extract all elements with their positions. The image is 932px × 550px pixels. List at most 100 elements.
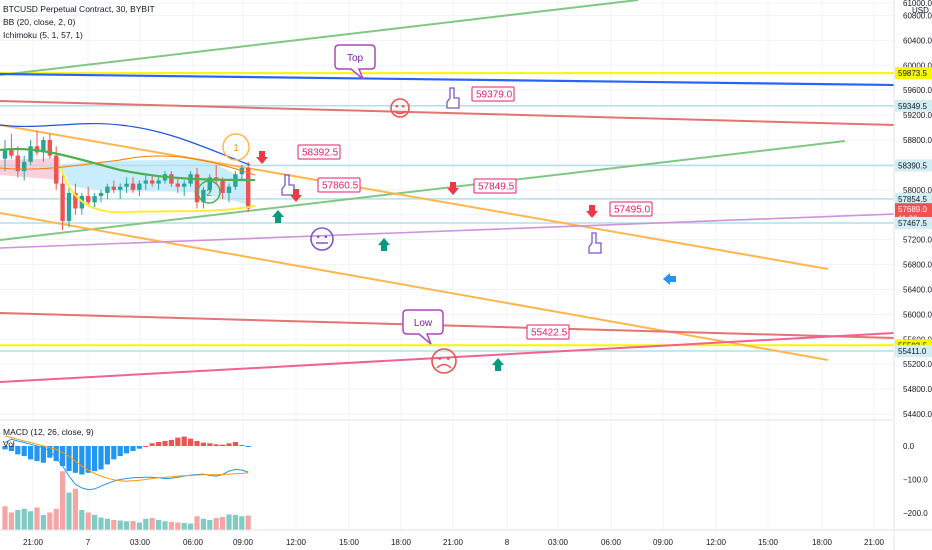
trend-line[interactable] xyxy=(0,212,829,361)
candle-body xyxy=(207,177,212,190)
annotation-box[interactable] xyxy=(609,201,653,217)
macd-histogram-bar xyxy=(47,446,53,458)
trend-line[interactable] xyxy=(0,140,846,241)
volume-bar xyxy=(28,511,34,530)
trend-line[interactable] xyxy=(0,0,639,76)
volume-bar xyxy=(213,518,219,530)
annotation-label: 57849.5 xyxy=(478,182,515,193)
candle-body xyxy=(201,189,206,203)
volume-bar xyxy=(149,518,155,530)
volume-bar xyxy=(60,471,66,530)
arrow-up-icon[interactable] xyxy=(272,210,284,223)
y-tick-label: 56400.0 xyxy=(903,285,932,294)
price-tag xyxy=(895,192,932,205)
volume-bar xyxy=(104,518,110,530)
arrow-left-icon[interactable] xyxy=(663,273,676,285)
macd-histogram-bar xyxy=(92,446,98,472)
macd-histogram-bar xyxy=(72,446,78,473)
x-tick-label: 03:00 xyxy=(548,538,569,547)
annotation-box[interactable] xyxy=(297,144,341,160)
annotation-box[interactable] xyxy=(317,177,361,193)
annotation-label: 59379.0 xyxy=(476,90,513,101)
candle-body xyxy=(124,183,129,187)
macd-histogram-bar xyxy=(28,446,34,460)
trend-line[interactable] xyxy=(0,332,895,383)
volume-bar xyxy=(111,520,117,530)
signal-line xyxy=(4,435,249,482)
price-tag-label: 59873.5 xyxy=(898,69,927,78)
macd-y-tick-label: 0.0 xyxy=(903,442,915,451)
macd-histogram-bar xyxy=(111,446,117,460)
macd-histogram-bar xyxy=(207,443,213,446)
candle-body xyxy=(73,192,78,209)
arrow-down-icon[interactable] xyxy=(447,182,459,195)
candle-body xyxy=(41,140,46,153)
x-tick-label: 21:00 xyxy=(864,538,885,547)
sad-face-icon[interactable] xyxy=(431,348,457,374)
annotation-marks[interactable]: 58392.5 57860.5 57849.5 59379.0 57495.0 55422… xyxy=(197,44,676,374)
volume-bar xyxy=(40,515,46,530)
callout-circle-1[interactable] xyxy=(222,133,250,161)
y-tick-label: 61000.0 xyxy=(903,0,932,8)
callout-circle-2[interactable] xyxy=(197,180,221,204)
annotation-box[interactable] xyxy=(526,324,570,340)
macd-histogram-bar xyxy=(143,446,149,447)
macd-histogram-bar xyxy=(117,446,123,457)
volume-bar xyxy=(136,522,142,530)
happy-face-icon[interactable] xyxy=(390,98,410,118)
arrow-up-icon[interactable] xyxy=(378,238,390,251)
x-tick-label: 21:00 xyxy=(23,538,44,547)
arrow-down-icon[interactable] xyxy=(290,189,302,202)
price-tag-label: 59349.5 xyxy=(898,102,927,111)
volume-bar xyxy=(47,512,53,530)
candle-body xyxy=(182,183,187,187)
macd-histogram-bar xyxy=(2,446,8,450)
x-tick-label: 12:00 xyxy=(706,538,727,547)
speech-bubble[interactable] xyxy=(402,309,444,345)
candle-body xyxy=(175,183,180,187)
trend-line[interactable] xyxy=(0,72,895,87)
volume-bar xyxy=(188,523,194,530)
macd-histogram-bar xyxy=(104,446,110,465)
face-mouth xyxy=(436,363,452,369)
pointing-hand-icon[interactable] xyxy=(588,232,602,254)
trend-line[interactable] xyxy=(0,100,895,126)
arrow-down-icon[interactable] xyxy=(586,205,598,218)
sad-face-icon-eye xyxy=(446,357,450,360)
price-tag xyxy=(895,203,932,216)
y-tick-label: 60400.0 xyxy=(903,36,932,45)
arrow-down-icon[interactable] xyxy=(256,151,268,164)
ichimoku-base-line xyxy=(0,147,256,182)
macd-histogram-bar xyxy=(60,446,66,467)
speech-bubble[interactable] xyxy=(334,44,376,80)
y-tick-label: 59600.0 xyxy=(903,86,932,95)
macd-histogram-bar xyxy=(124,446,130,454)
macd-histogram-bar xyxy=(136,446,142,449)
y-tick-label: 58800.0 xyxy=(903,136,932,145)
y-tick-label: 58000.0 xyxy=(903,186,932,195)
speech-bubble-label: Low xyxy=(414,318,433,329)
macd-histogram-bar xyxy=(213,444,219,446)
trend-lines[interactable] xyxy=(0,0,895,383)
trend-line[interactable] xyxy=(0,124,829,270)
candle-body xyxy=(169,174,174,184)
candle-body xyxy=(220,180,225,193)
neutral-face-icon[interactable] xyxy=(310,227,334,251)
trend-line[interactable] xyxy=(0,213,895,249)
pointing-hand-icon[interactable] xyxy=(281,174,295,196)
pointing-hand-icon[interactable] xyxy=(446,87,460,109)
volume-bar xyxy=(220,517,226,530)
arrow-up-icon[interactable] xyxy=(492,358,504,371)
macd-histogram-bar xyxy=(162,440,168,446)
annotation-box[interactable] xyxy=(473,178,517,194)
happy-face-icon-eye xyxy=(401,104,405,108)
y-tick-label: 56800.0 xyxy=(903,261,932,270)
annotation-box[interactable] xyxy=(471,86,515,102)
volume-bar xyxy=(66,492,72,530)
candle-body xyxy=(137,183,142,190)
candle-body xyxy=(47,140,52,156)
volume-bar xyxy=(53,508,59,530)
trend-line[interactable] xyxy=(0,312,895,339)
macd-histogram-bar xyxy=(245,446,251,447)
